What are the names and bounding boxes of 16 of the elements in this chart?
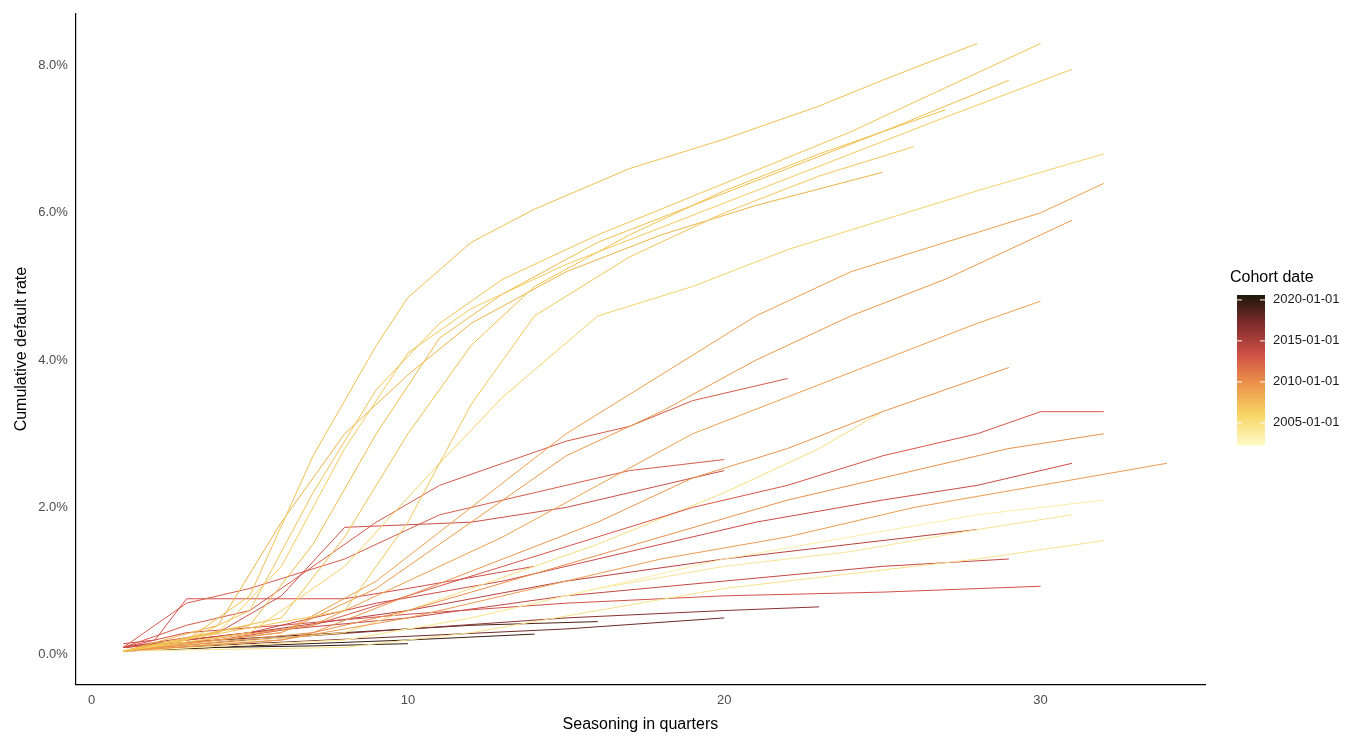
y-tick-label: 4.0% xyxy=(38,351,69,367)
y-tick-label: 2.0% xyxy=(38,499,69,515)
color-bar-label: 2010-01-01 xyxy=(1273,373,1340,389)
x-tick-label: 10 xyxy=(400,691,416,707)
y-tick-label: 0.0% xyxy=(38,646,69,662)
x-tick-label: 30 xyxy=(1033,691,1048,707)
color-bar-label: 2005-01-01 xyxy=(1273,414,1340,430)
color-bar-label: 2020-01-01 xyxy=(1273,291,1340,307)
x-tick-label: 0 xyxy=(88,691,96,707)
x-axis-title: Seasoning in quarters xyxy=(562,714,719,732)
x-tick-label: 20 xyxy=(717,691,732,707)
color-bar-label: 2015-01-01 xyxy=(1273,332,1340,348)
y-axis-title: Cumulative default rate xyxy=(12,266,30,432)
color-bar-title: Cohort date xyxy=(1230,268,1314,285)
y-tick-label: 8.0% xyxy=(38,57,69,73)
y-tick-label: 6.0% xyxy=(38,204,69,220)
